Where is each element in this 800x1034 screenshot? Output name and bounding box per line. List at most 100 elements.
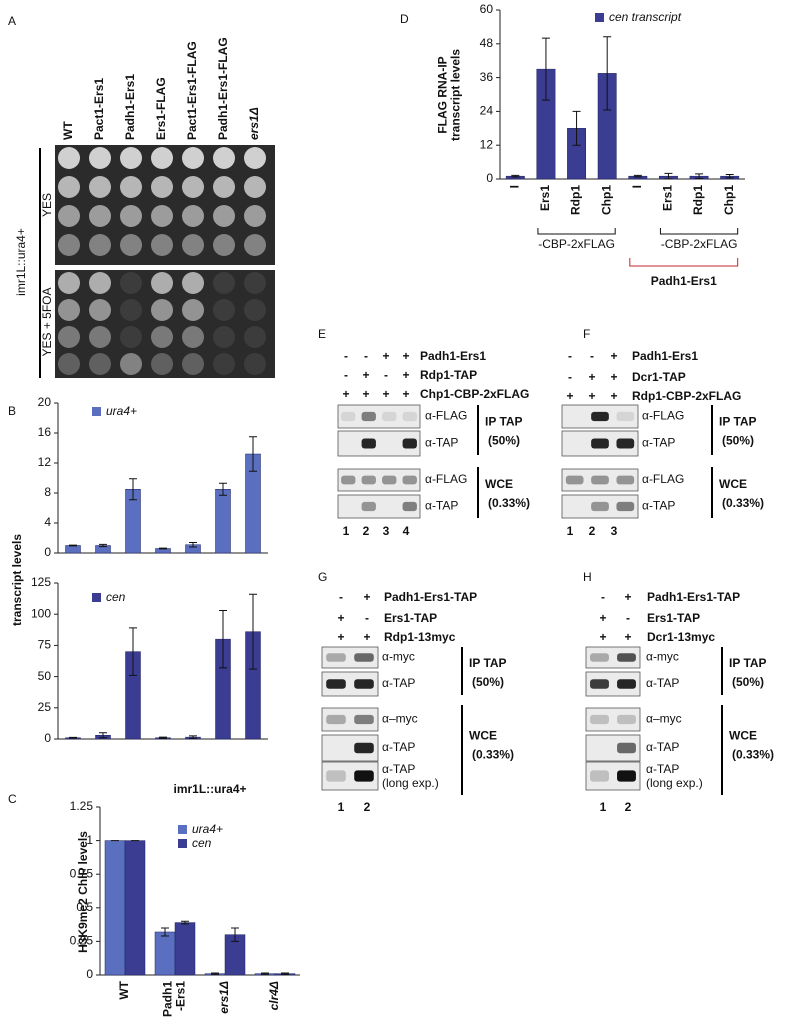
condition-sign: + — [382, 349, 389, 363]
error-bar — [69, 736, 77, 739]
strain-label: WT — [61, 121, 75, 140]
condition-label: Padh1-Ers1 — [420, 349, 486, 363]
y-tick-label: 12 — [480, 137, 494, 151]
lane-number: 3 — [611, 524, 618, 538]
x-tick-label: I — [507, 185, 521, 188]
blot-band — [616, 438, 635, 449]
bar — [104, 840, 126, 976]
section-amount: (50%) — [472, 675, 504, 689]
blot-band — [591, 475, 609, 485]
section-name: WCE — [729, 729, 757, 743]
antibody-label: α-myc — [382, 650, 415, 664]
yeast-spot — [58, 176, 80, 198]
yeast-spot — [58, 234, 80, 256]
blot-band — [617, 742, 636, 754]
yeast-spot — [244, 326, 266, 348]
condition-label: Ers1-TAP — [647, 611, 700, 625]
condition-sign: - — [344, 368, 348, 382]
condition-sign: - — [365, 611, 369, 625]
blot-band — [617, 653, 636, 662]
yeast-spot — [182, 326, 204, 348]
condition-sign: - — [568, 370, 572, 384]
strain-label: Padh1-Ers1-FLAG — [216, 37, 230, 140]
error-bar — [159, 736, 167, 739]
reporter-label: imr1L::ura4+ — [14, 228, 28, 296]
yeast-spot — [58, 205, 80, 227]
blot-band — [616, 501, 635, 512]
lane-number: 4 — [403, 524, 410, 538]
yeast-spot — [151, 272, 173, 294]
bar — [174, 922, 196, 976]
error-bar — [603, 36, 612, 111]
error-bar — [231, 927, 239, 942]
strain-label: ers1Δ — [247, 107, 261, 140]
yeast-spot — [244, 299, 266, 321]
blot-band — [617, 770, 636, 782]
blot-band — [402, 501, 417, 512]
condition-sign: + — [402, 387, 409, 401]
antibody-label: α-FLAG — [425, 472, 467, 486]
y-tick-label: 8 — [44, 485, 51, 499]
condition-sign: + — [610, 389, 617, 403]
condition-label: Dcr1-13myc — [647, 630, 715, 644]
x-tick-label: Ers1 — [538, 185, 552, 211]
section-amount: (0.33%) — [732, 748, 774, 762]
condition-sign: + — [337, 611, 344, 625]
x-tick-label: Chp1 — [599, 185, 613, 215]
yeast-spot — [120, 176, 142, 198]
condition-label: Padh1-Ers1-TAP — [647, 590, 740, 604]
yeast-spot — [244, 176, 266, 198]
yeast-spot — [58, 326, 80, 348]
section-name: WCE — [485, 477, 513, 491]
blot-band — [591, 501, 609, 512]
yeast-spot — [182, 147, 204, 169]
blot-band — [326, 770, 346, 782]
strain-label: Padh1-Ers1 — [651, 274, 717, 288]
blot-band — [341, 502, 355, 511]
legend-swatch — [178, 825, 187, 834]
blot-band — [382, 411, 397, 422]
lane-number: 2 — [363, 524, 370, 538]
yeast-spot — [120, 205, 142, 227]
yeast-spot — [244, 353, 266, 375]
antibody-note: (long exp.) — [382, 776, 439, 790]
condition-sign: + — [610, 349, 617, 363]
blot-image — [561, 468, 639, 492]
yeast-spot — [58, 272, 80, 294]
blot-band — [590, 653, 609, 662]
blot-band — [382, 502, 396, 511]
error-bar — [159, 547, 167, 550]
antibody-label: α-TAP — [642, 499, 675, 513]
blot-band — [616, 475, 635, 485]
chart-title: imr1L::ura4+ — [173, 782, 246, 796]
condition-label: Dcr1-TAP — [632, 370, 686, 384]
y-tick-label: 20 — [38, 395, 52, 409]
section-name: IP TAP — [729, 656, 767, 670]
yeast-spot — [213, 353, 235, 375]
y-tick-label: 0 — [86, 967, 93, 981]
y-tick-label: 25 — [38, 700, 52, 714]
y-tick-label: 100 — [31, 606, 51, 620]
blot-band — [617, 679, 636, 689]
condition-sign: + — [342, 387, 349, 401]
antibody-label: α-myc — [646, 650, 679, 664]
blot-image — [337, 494, 421, 519]
condition-label: Ers1-TAP — [384, 611, 437, 625]
yeast-spot — [89, 299, 111, 321]
legend-label: ura4+ — [192, 822, 223, 836]
x-tick-label: Chp1 — [722, 185, 736, 215]
error-bar — [725, 173, 734, 179]
antibody-label: α-TAP — [382, 676, 415, 690]
y-axis-label: FLAG RNA-IPtranscript levels — [436, 49, 463, 141]
legend-label: cen — [106, 590, 126, 604]
antibody-label: α-TAP — [646, 762, 679, 776]
error-bar — [664, 172, 673, 180]
condition-sign: + — [402, 368, 409, 382]
legend-label: cen — [192, 836, 212, 850]
blot-band — [326, 653, 346, 662]
bar — [65, 545, 81, 554]
yeast-spot — [213, 299, 235, 321]
antibody-label: α–myc — [382, 712, 418, 726]
strain-label: Ers1-FLAG — [154, 77, 168, 140]
